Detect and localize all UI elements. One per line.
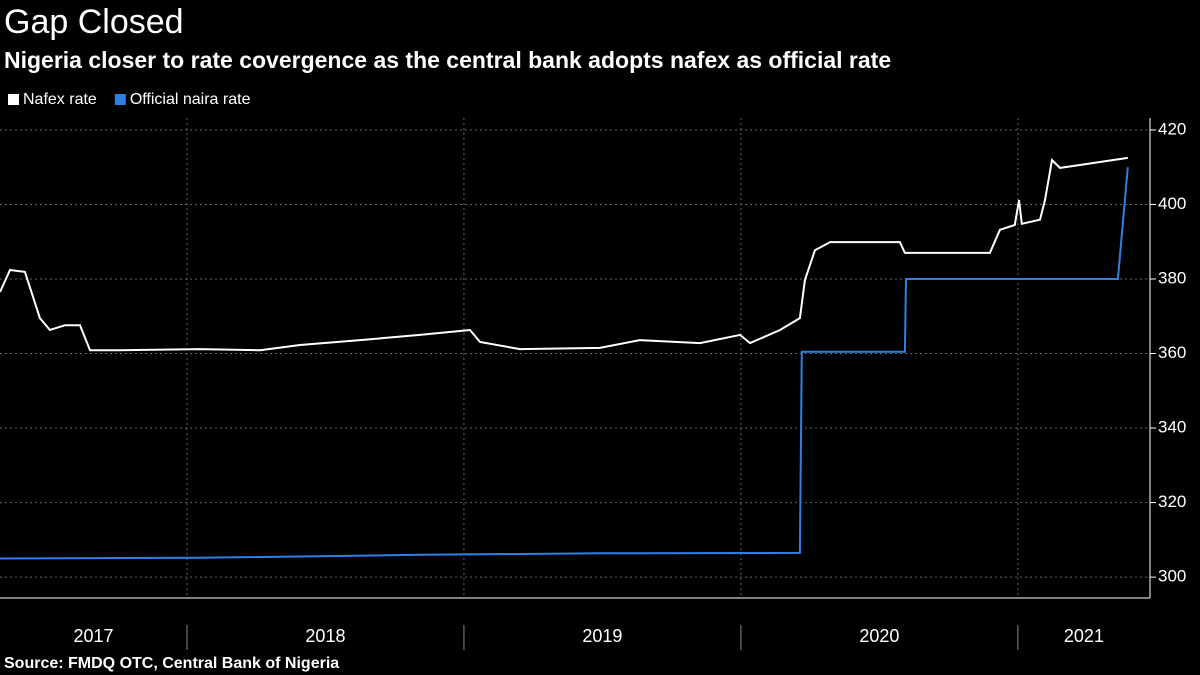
y-tick-label: 400 [1158,194,1186,213]
line-series [0,167,1129,560]
legend-label: Official naira rate [130,91,251,108]
y-tick-label: 340 [1158,418,1186,437]
line-series [0,156,1128,352]
y-tick-label: 360 [1158,343,1186,362]
x-tick-label: 2017 [73,626,113,646]
chart-subtitle: Nigeria closer to rate covergence as the… [4,47,891,73]
y-tick-label: 420 [1158,119,1186,138]
x-tick-label: 2021 [1064,626,1104,646]
x-tick-label: 2018 [305,626,345,646]
x-tick-label: 2020 [859,626,899,646]
y-tick-label: 380 [1158,268,1186,287]
source-note: Source: FMDQ OTC, Central Bank of Nigeri… [4,655,339,672]
x-tick-label: 2019 [582,626,622,646]
legend-label: Nafex rate [23,91,97,108]
legend-swatch [114,94,126,105]
y-tick-label: 300 [1158,567,1186,586]
chart-title: Gap Closed [4,3,184,41]
legend-swatch [8,94,19,105]
y-tick-label: 320 [1158,492,1186,511]
